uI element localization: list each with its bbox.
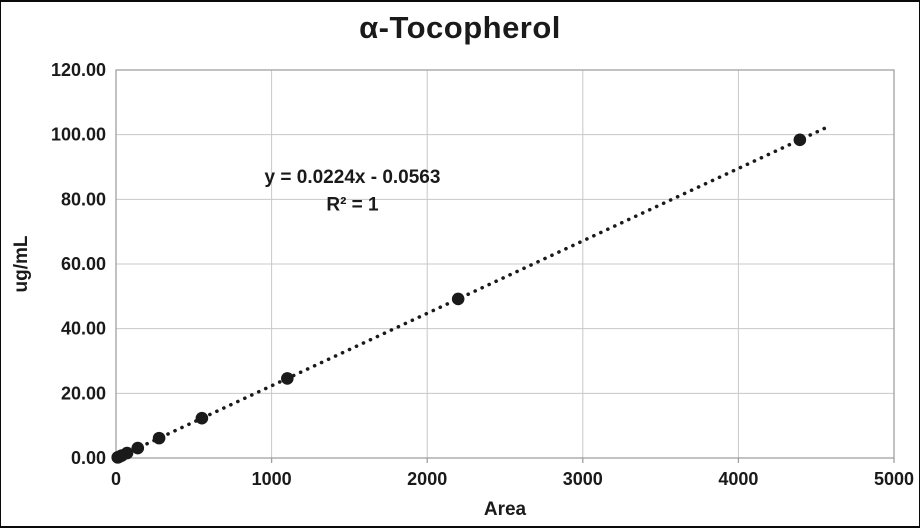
data-point [152,431,166,445]
y-tick-label: 0.00 [71,448,106,468]
y-axis-title: ug/mL [11,235,32,292]
trendline-equation: y = 0.0224x - 0.0563 [265,167,441,188]
x-tick-label: 1000 [252,469,292,489]
plot-border [115,69,895,459]
x-tick-label: 4000 [718,469,758,489]
trendline-dotted [117,126,828,459]
x-tick-label: 0 [111,469,121,489]
y-tick-label: 120.00 [51,60,106,80]
y-tick-label: 80.00 [61,189,106,209]
x-tick-label: 5000 [874,469,914,489]
data-point [131,441,145,455]
data-point [281,372,294,385]
data-point [793,133,807,147]
y-tick-label: 60.00 [61,254,106,274]
data-point [120,446,134,460]
x-tick-label: 3000 [563,469,603,489]
data-point [195,411,209,425]
x-axis-title: Area [484,499,527,520]
y-tick-label: 20.00 [61,383,106,403]
data-point [451,292,465,306]
r-squared-label: R² = 1 [326,195,379,216]
y-tick-label: 40.00 [61,319,106,339]
chart-title: α-Tocopherol [359,10,561,45]
x-tick-label: 2000 [407,469,447,489]
y-tick-label: 100.00 [51,125,106,145]
